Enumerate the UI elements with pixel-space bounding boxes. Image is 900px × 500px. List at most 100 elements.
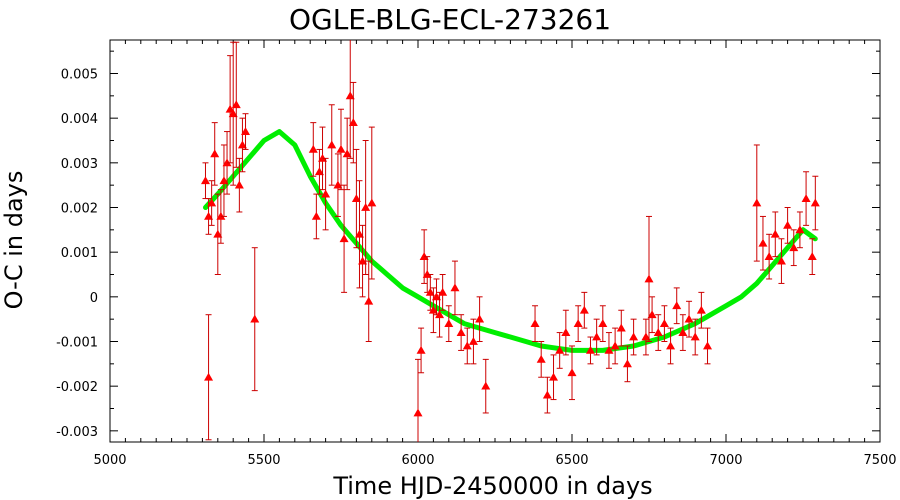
data-point	[231, 41, 241, 168]
data-point	[758, 215, 768, 271]
data-point	[776, 238, 786, 284]
point-marker	[438, 287, 448, 296]
data-point	[438, 274, 448, 311]
point-marker	[622, 359, 632, 368]
data-point	[333, 153, 343, 217]
point-marker	[810, 198, 820, 207]
data-point	[250, 247, 260, 392]
data-point	[610, 327, 620, 365]
point-marker	[795, 225, 805, 234]
point-marker	[367, 198, 377, 207]
x-tick-label: 7500	[863, 453, 896, 468]
point-marker	[770, 229, 780, 238]
point-marker	[462, 341, 472, 350]
point-marker	[783, 220, 793, 229]
point-marker	[234, 180, 244, 189]
data-point	[435, 291, 445, 338]
point-marker	[354, 229, 364, 238]
point-marker	[536, 354, 546, 363]
data-point	[468, 318, 478, 365]
data-point	[783, 207, 793, 244]
data-point	[367, 126, 377, 280]
point-marker	[807, 252, 817, 261]
data-point	[219, 144, 229, 217]
point-marker	[210, 149, 220, 158]
data-point	[810, 175, 820, 231]
data-point	[672, 287, 682, 325]
point-marker	[428, 305, 438, 314]
point-marker	[231, 100, 241, 109]
x-axis-title: Time HJD-2450000 in days	[332, 472, 652, 500]
point-marker	[413, 408, 423, 417]
data-point	[351, 148, 361, 249]
point-marker	[241, 127, 251, 135]
chart-title: OGLE-BLG-ECL-273261	[289, 3, 611, 36]
fit-curve	[203, 129, 818, 353]
point-marker	[318, 153, 328, 162]
point-marker	[641, 332, 651, 341]
point-marker	[204, 211, 214, 220]
point-marker	[308, 144, 318, 153]
point-marker	[351, 194, 361, 202]
data-point	[237, 117, 247, 173]
data-point	[644, 215, 654, 342]
point-marker	[690, 332, 700, 341]
point-marker	[561, 328, 571, 336]
point-marker	[333, 180, 343, 189]
point-marker	[555, 345, 565, 354]
point-marker	[530, 319, 540, 328]
point-marker	[647, 310, 657, 319]
data-point	[641, 318, 651, 356]
x-tick-label: 6500	[555, 453, 588, 468]
data-point	[770, 211, 780, 258]
data-point	[327, 104, 337, 186]
point-marker	[542, 390, 552, 399]
point-marker	[696, 305, 706, 314]
point-marker	[475, 314, 485, 323]
data-point	[690, 318, 700, 356]
y-tick-label: 0.003	[61, 157, 98, 172]
data-point	[752, 144, 762, 262]
point-marker	[321, 189, 331, 198]
data-point	[345, 40, 355, 159]
point-marker	[610, 341, 620, 350]
data-point	[225, 55, 235, 164]
data-point	[336, 108, 346, 191]
data-point	[204, 314, 214, 441]
point-marker	[444, 319, 454, 328]
data-point	[585, 336, 595, 365]
y-tick-label: 0.005	[61, 68, 98, 83]
data-point	[703, 327, 713, 365]
data-point	[530, 305, 540, 342]
point-marker	[336, 144, 346, 153]
point-marker	[573, 319, 583, 328]
point-marker	[237, 140, 247, 149]
point-marker	[213, 229, 223, 238]
data-point	[200, 162, 210, 200]
point-marker	[435, 310, 445, 319]
data-points-layer	[200, 40, 820, 442]
data-point	[413, 358, 423, 442]
point-marker	[592, 332, 602, 341]
point-marker	[481, 381, 491, 390]
data-point	[207, 180, 217, 226]
point-marker	[653, 328, 663, 336]
point-marker	[311, 211, 321, 220]
data-point	[696, 291, 706, 329]
data-point	[653, 314, 663, 351]
data-point	[678, 314, 688, 351]
data-point	[481, 358, 491, 414]
x-tick-label: 5000	[93, 453, 126, 468]
data-point	[311, 193, 321, 240]
data-point	[647, 296, 657, 334]
point-marker	[801, 194, 811, 202]
point-marker	[585, 345, 595, 354]
data-point	[764, 233, 774, 280]
data-point	[416, 327, 426, 374]
point-marker	[216, 211, 226, 220]
data-point	[213, 193, 223, 275]
data-point	[364, 260, 374, 342]
point-marker	[219, 176, 229, 185]
x-tick-label: 5500	[247, 453, 280, 468]
point-marker	[629, 332, 639, 341]
